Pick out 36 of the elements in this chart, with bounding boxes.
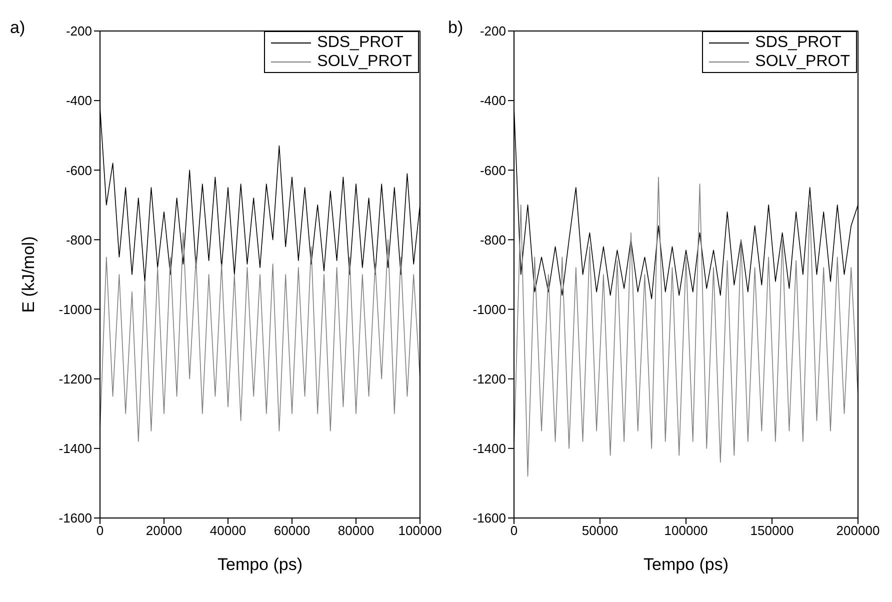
x-tick-label: 200000 — [836, 523, 880, 538]
text: a) — [10, 18, 26, 38]
text: b) — [448, 18, 464, 38]
y-tick-label: -1400 — [58, 441, 92, 456]
x-tick-label: 40000 — [210, 523, 246, 538]
y-tick-label: -800 — [480, 232, 506, 248]
y-tick-label: -400 — [66, 93, 92, 108]
x-tick-label: 0 — [510, 523, 518, 538]
y-tick-label: -1400 — [472, 441, 506, 456]
x-tick-label: 100000 — [664, 523, 708, 538]
y-tick-label: -400 — [480, 93, 506, 108]
y-axis-title: E (kJ/mol) — [19, 236, 38, 313]
y-tick-label: -1000 — [58, 302, 92, 317]
x-tick-label: 150000 — [750, 523, 794, 538]
y-tick-label: -1200 — [472, 371, 506, 386]
y-tick-label: -1000 — [472, 302, 506, 317]
legend-label: SOLV_PROT — [317, 52, 412, 71]
x-tick-label: 0 — [96, 523, 104, 538]
x-tick-label: 100000 — [398, 523, 442, 538]
legend-label: SDS_PROT — [755, 33, 842, 52]
x-axis-title: Tempo (ps) — [217, 555, 303, 574]
y-tick-label: -1600 — [472, 510, 506, 526]
y-tick-label: -200 — [66, 24, 92, 39]
y-tick-label: -600 — [480, 162, 506, 178]
x-tick-label: 60000 — [274, 523, 310, 538]
x-axis-title: Tempo (ps) — [643, 555, 729, 574]
y-tick-label: -600 — [66, 162, 92, 178]
y-tick-label: -1600 — [58, 510, 92, 526]
x-tick-label: 50000 — [582, 523, 618, 538]
y-tick-label: -800 — [66, 232, 92, 248]
x-tick-label: 20000 — [146, 523, 182, 538]
y-tick-label: -1200 — [58, 371, 92, 386]
y-tick-label: -200 — [480, 24, 506, 39]
x-tick-label: 80000 — [338, 523, 374, 538]
legend-label: SDS_PROT — [317, 33, 404, 52]
legend-label: SOLV_PROT — [755, 52, 850, 71]
